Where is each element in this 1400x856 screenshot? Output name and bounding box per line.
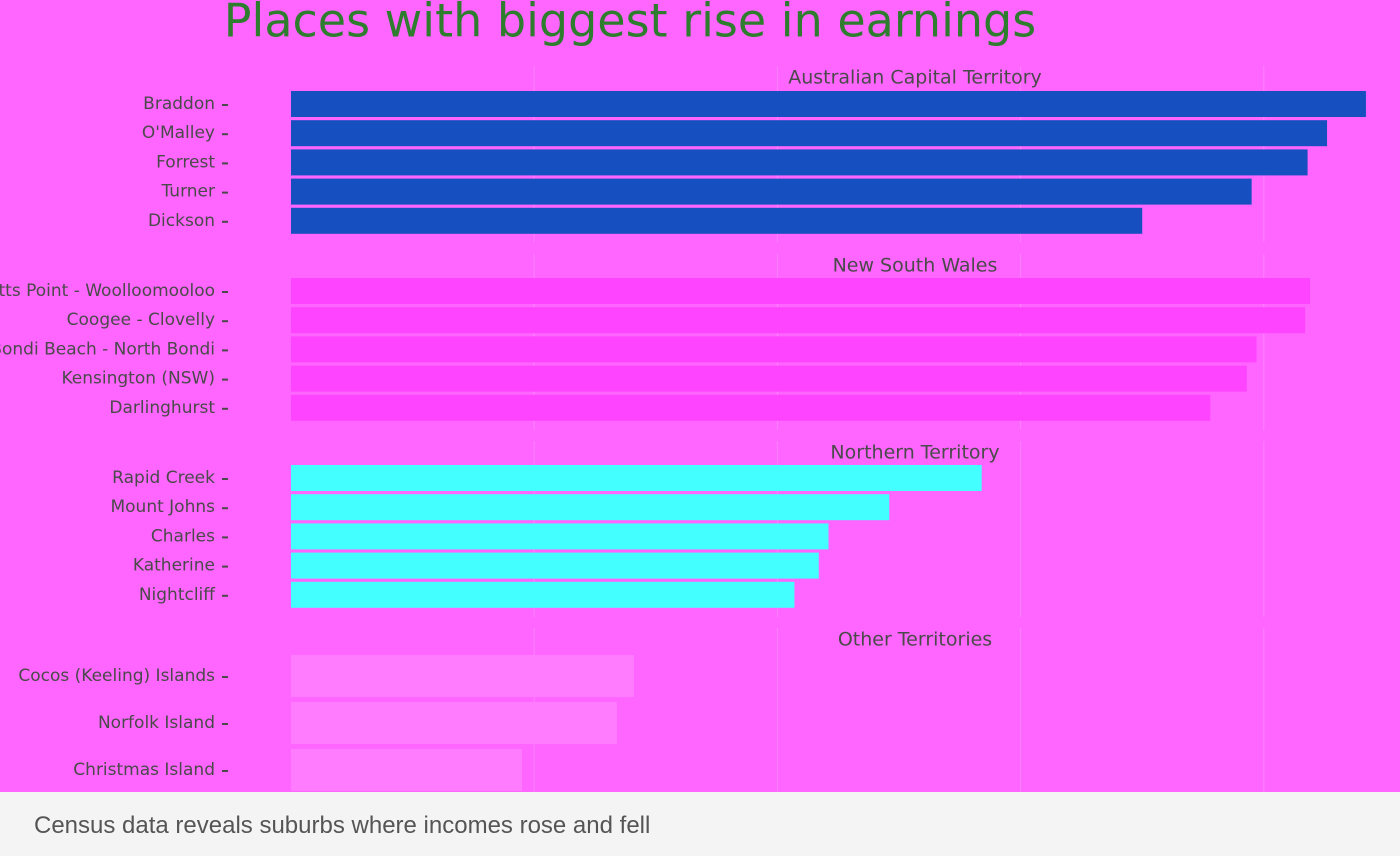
category-label: Christmas Island [73,760,215,780]
category-label: Turner [161,182,216,202]
bar [291,365,1247,392]
bar [291,207,1143,234]
category-label: Darlinghurst [109,398,215,418]
category-label: Norfolk Island [98,713,215,733]
bar [291,581,795,608]
bar [291,749,523,791]
panel-title: Australian Capital Territory [788,67,1042,89]
category-label: Potts Point - Woolloomooloo [0,281,215,301]
category-label: Coogee - Clovelly [67,310,215,330]
bar [291,120,1328,147]
panel-title: Other Territories [838,629,992,651]
caption: Census data reveals suburbs where income… [34,812,651,839]
bar [291,307,1306,334]
bar [291,523,829,550]
category-label: Mount Johns [110,497,215,517]
category-label: Kensington (NSW) [61,369,215,389]
category-label: Bondi Beach - North Bondi [0,339,215,359]
bar [291,552,819,579]
bar [291,702,617,744]
bar [291,394,1211,421]
chart-title: Places with biggest rise in earnings [224,0,1036,48]
category-label: Charles [151,526,215,546]
bar [291,91,1366,117]
bar [291,336,1257,363]
chart: Places with biggest rise in earnings Aus… [0,0,1400,792]
category-label: Katherine [133,556,215,576]
bar [291,465,982,491]
category-label: O'Malley [142,123,215,143]
bar [291,149,1308,176]
category-label: Dickson [148,211,215,231]
bar [291,655,634,697]
bar [291,278,1311,304]
bar [291,178,1252,205]
category-label: Forrest [156,152,215,172]
panel-title: New South Wales [833,255,998,277]
category-label: Nightcliff [139,585,216,605]
panel-title: Northern Territory [830,442,999,464]
category-label: Braddon [143,94,215,114]
category-label: Rapid Creek [112,468,215,488]
category-label: Cocos (Keeling) Islands [18,666,215,686]
bar [291,494,890,521]
